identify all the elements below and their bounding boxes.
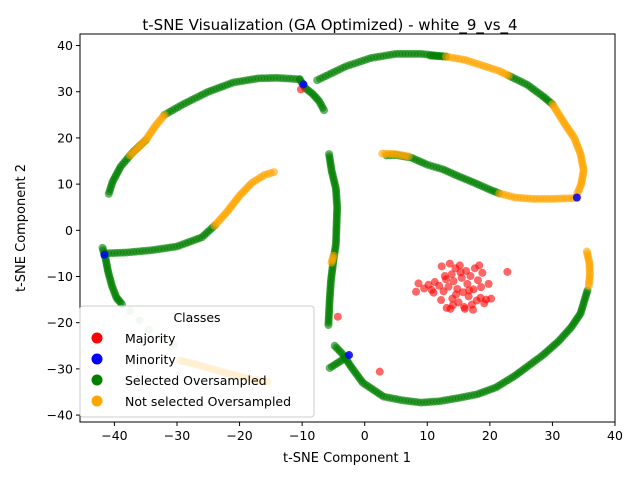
x-tick-label: −40 bbox=[101, 428, 127, 443]
y-tick-label: 20 bbox=[57, 130, 73, 145]
legend-label-not-selected: Not selected Oversampled bbox=[125, 394, 291, 409]
x-tick-label: −30 bbox=[164, 428, 190, 443]
majority-point bbox=[445, 259, 454, 268]
majority-point bbox=[452, 290, 461, 299]
majority-point bbox=[333, 312, 342, 321]
x-tick-label: 20 bbox=[482, 428, 498, 443]
not-selected-oversampled-point bbox=[404, 152, 413, 161]
not-selected-oversampled-point bbox=[327, 258, 336, 267]
x-tick-label: 30 bbox=[544, 428, 560, 443]
majority-point bbox=[444, 282, 453, 291]
majority-point bbox=[503, 267, 512, 276]
majority-point bbox=[440, 272, 449, 281]
legend-label-selected: Selected Oversampled bbox=[125, 373, 267, 388]
majority-point bbox=[455, 261, 464, 270]
majority-point bbox=[468, 305, 477, 314]
x-tick-label: −10 bbox=[289, 428, 315, 443]
majority-point bbox=[447, 270, 456, 279]
minority-point bbox=[572, 193, 581, 202]
x-tick-label: −20 bbox=[226, 428, 252, 443]
y-tick-label: 10 bbox=[57, 177, 73, 192]
legend-marker-selected bbox=[91, 374, 103, 386]
majority-point bbox=[482, 295, 491, 304]
majority-point bbox=[435, 281, 444, 290]
x-axis-label: t-SNE Component 1 bbox=[283, 451, 411, 466]
majority-point bbox=[412, 287, 421, 296]
y-axis-ticks: −40 −30 −20 −10 0 10 20 30 40 bbox=[47, 38, 80, 423]
majority-point bbox=[449, 277, 458, 286]
y-tick-label: 40 bbox=[57, 38, 73, 53]
y-tick-label: −40 bbox=[47, 408, 73, 423]
majority-point bbox=[414, 279, 423, 288]
not-selected-oversampled-point bbox=[210, 221, 219, 230]
majority-point bbox=[473, 276, 482, 285]
selected-oversampled-point bbox=[113, 295, 122, 304]
minority-point bbox=[100, 250, 109, 259]
majority-point bbox=[463, 279, 472, 288]
x-tick-label: 40 bbox=[607, 428, 623, 443]
y-tick-label: −30 bbox=[47, 361, 73, 376]
y-tick-label: 0 bbox=[65, 223, 73, 238]
x-tick-label: 0 bbox=[361, 428, 369, 443]
legend-label-majority: Majority bbox=[125, 331, 176, 346]
majority-point bbox=[458, 288, 467, 297]
y-axis-label: t-SNE Component 2 bbox=[14, 164, 29, 292]
legend-marker-not-selected bbox=[91, 395, 103, 407]
y-tick-label: 30 bbox=[57, 84, 73, 99]
majority-point bbox=[477, 283, 486, 292]
minority-point bbox=[299, 80, 308, 89]
x-axis-ticks: −40 −30 −20 −10 0 10 20 30 40 bbox=[101, 422, 623, 443]
majority-point bbox=[429, 288, 438, 297]
selected-oversampled-point bbox=[324, 321, 333, 329]
majority-point bbox=[475, 261, 484, 270]
not-selected-oversampled-point bbox=[584, 281, 593, 290]
majority-point bbox=[437, 262, 446, 271]
y-tick-label: −10 bbox=[47, 269, 73, 284]
majority-point bbox=[437, 296, 446, 305]
chart-title: t-SNE Visualization (GA Optimized) - whi… bbox=[142, 16, 517, 35]
selected-oversampled-point bbox=[104, 189, 113, 198]
y-tick-label: −20 bbox=[47, 315, 73, 330]
legend: Classes Majority Minority Selected Overs… bbox=[79, 305, 315, 418]
majority-point bbox=[464, 292, 473, 301]
legend-label-minority: Minority bbox=[125, 352, 176, 367]
majority-point bbox=[448, 301, 457, 310]
not-selected-oversampled-point bbox=[126, 151, 135, 160]
legend-marker-majority bbox=[91, 332, 103, 344]
legend-title: Classes bbox=[173, 310, 220, 325]
not-selected-oversampled-point bbox=[504, 71, 513, 80]
majority-point bbox=[466, 272, 475, 281]
majority-point bbox=[375, 367, 384, 376]
majority-point bbox=[478, 268, 487, 277]
majority-point bbox=[456, 268, 465, 277]
majority-point bbox=[460, 304, 469, 313]
majority-point bbox=[484, 279, 493, 288]
minority-point bbox=[345, 351, 354, 360]
x-tick-label: 10 bbox=[419, 428, 435, 443]
legend-marker-minority bbox=[91, 353, 103, 365]
majority-point bbox=[465, 286, 474, 295]
legend-box bbox=[79, 305, 315, 418]
plot-area-frame bbox=[79, 33, 616, 423]
